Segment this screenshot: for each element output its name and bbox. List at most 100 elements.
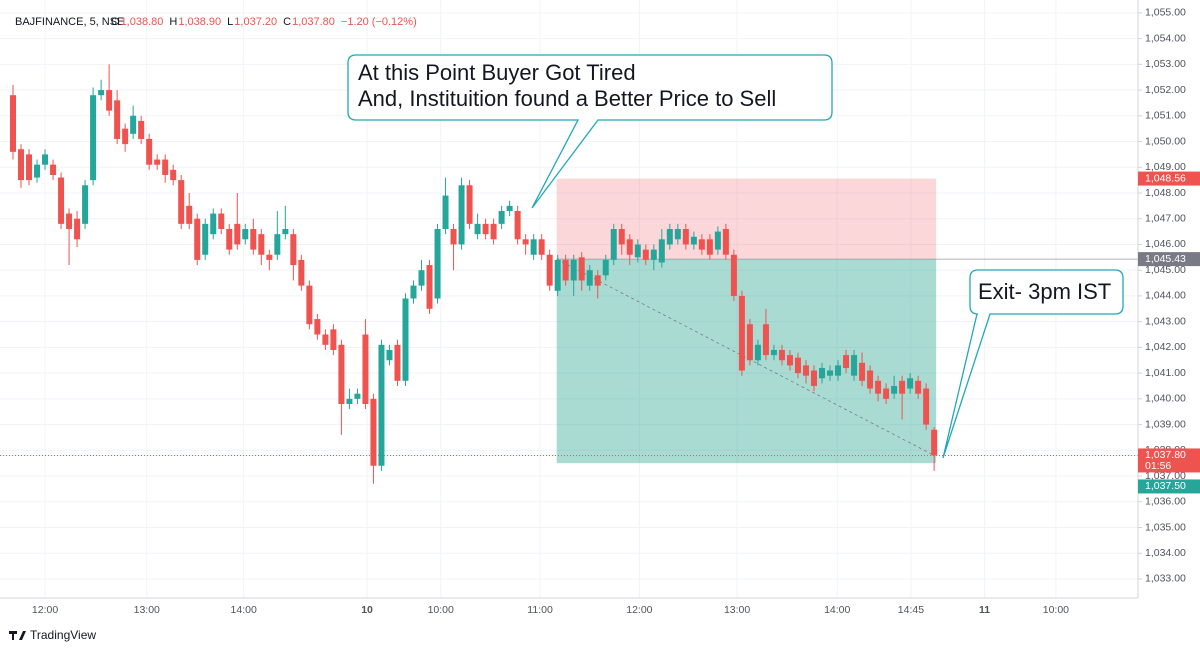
candle-body [602, 259, 609, 276]
brand-logo [9, 631, 26, 640]
candle-body [570, 259, 577, 281]
price-tag-label: 1,037.50 [1145, 480, 1186, 492]
candle-body [338, 344, 345, 404]
callout-box [942, 269, 1124, 459]
y-tick-label: 1,039.00 [1145, 418, 1186, 430]
candle-body [170, 169, 177, 181]
y-tick-label: 1,041.00 [1145, 367, 1186, 379]
candle-body [714, 231, 721, 250]
candle-body [907, 378, 914, 389]
candle-body [859, 362, 866, 381]
candle-body [26, 154, 33, 181]
candle-body [474, 223, 481, 235]
candle-body [578, 257, 585, 281]
candle-body [394, 344, 401, 381]
candle-body [202, 223, 209, 255]
candle-body [282, 229, 289, 235]
candle-body [250, 229, 257, 250]
price-tag-label: 1,045.43 [1145, 253, 1186, 265]
candle-body [786, 355, 793, 366]
candle-body [690, 236, 697, 245]
y-tick-label: 1,045.00 [1145, 264, 1186, 276]
y-tick-label: 1,047.00 [1145, 212, 1186, 224]
y-tick-label: 1,044.00 [1145, 290, 1186, 302]
candle-body [746, 324, 753, 361]
candle-body [794, 357, 801, 374]
y-tick-label: 1,052.00 [1145, 84, 1186, 96]
candle-body [634, 244, 641, 258]
price-tag-label: 1,048.56 [1145, 172, 1186, 184]
candle-body [82, 185, 89, 224]
candle-body [867, 370, 874, 389]
candle-body [362, 334, 369, 404]
candle-body [514, 210, 521, 240]
candle-body [10, 95, 16, 152]
candle-body [498, 210, 505, 224]
candle-body [242, 229, 249, 240]
candle-body [90, 95, 97, 181]
candle-body [226, 229, 233, 250]
candle-body [378, 344, 385, 466]
candle-body [674, 229, 681, 240]
candle-body [34, 164, 41, 178]
candle-body [234, 223, 241, 245]
change: −1.20 (−0.12%) [341, 16, 417, 28]
candle-body [538, 239, 545, 255]
y-tick-label: 1,046.00 [1145, 238, 1186, 250]
stop-zone [556, 178, 937, 260]
price-tag [1138, 252, 1200, 267]
candle-body [130, 115, 137, 134]
x-tick-label: 11:00 [527, 604, 553, 616]
y-tick-label: 1,054.00 [1145, 32, 1186, 44]
candle-body [386, 349, 393, 361]
candle-body [402, 298, 409, 381]
candle-body [74, 218, 81, 240]
x-tick-label: 10 [361, 604, 373, 616]
y-tick-label: 1,055.00 [1145, 7, 1186, 19]
candle-body [490, 223, 497, 240]
candle-body [106, 90, 113, 111]
x-tick-label: 12:00 [626, 604, 652, 616]
x-tick-label: 14:00 [824, 604, 850, 616]
candle-body [418, 270, 425, 286]
price-tag-label: 1,037.80 [1145, 449, 1186, 461]
candle-body [811, 370, 817, 386]
y-tick-label: 1,040.00 [1145, 393, 1186, 405]
candle-body [883, 388, 890, 399]
candle-body [322, 334, 329, 345]
brand: TradingView [9, 628, 96, 642]
candle-body [875, 380, 882, 394]
countdown: 01:56 [1145, 460, 1171, 472]
candle-body [346, 398, 353, 404]
ohlc-value: 1,037.80 [292, 16, 335, 28]
candle-body [835, 365, 842, 376]
candle-body [770, 349, 777, 356]
symbol: BAJFINANCE, 5, NSE [15, 16, 124, 28]
callout-text: Exit- 3pm IST [978, 279, 1111, 304]
candle-body [762, 324, 769, 356]
ohlc-value: 1,037.20 [234, 16, 277, 28]
candle-body [650, 249, 657, 260]
candle-body [642, 249, 649, 260]
x-tick-label: 13:00 [134, 604, 160, 616]
candle-body [618, 229, 625, 245]
candle-body [891, 385, 898, 394]
candle-body [426, 265, 433, 309]
candle-body [610, 229, 617, 260]
position-zones [0, 178, 1138, 464]
candle-body [546, 254, 553, 286]
candle-body [722, 229, 729, 255]
candle-body [562, 259, 569, 281]
x-tick-label: 13:00 [724, 604, 750, 616]
candle-body [258, 234, 265, 255]
ohlc-values: O 1,038.80 H 1,038.90 L 1,037.20 C 1,037.80 −1.2… [111, 16, 417, 28]
trend-line [556, 258, 935, 456]
callout-box [347, 54, 833, 209]
candle-body [114, 100, 121, 139]
candle-body [682, 229, 689, 245]
callout-text: At this Point Buyer Got Tired [358, 60, 636, 85]
candle-body [330, 329, 337, 350]
y-tick-label: 1,042.00 [1145, 341, 1186, 353]
candle-body [18, 149, 25, 181]
candle-body [146, 138, 153, 165]
